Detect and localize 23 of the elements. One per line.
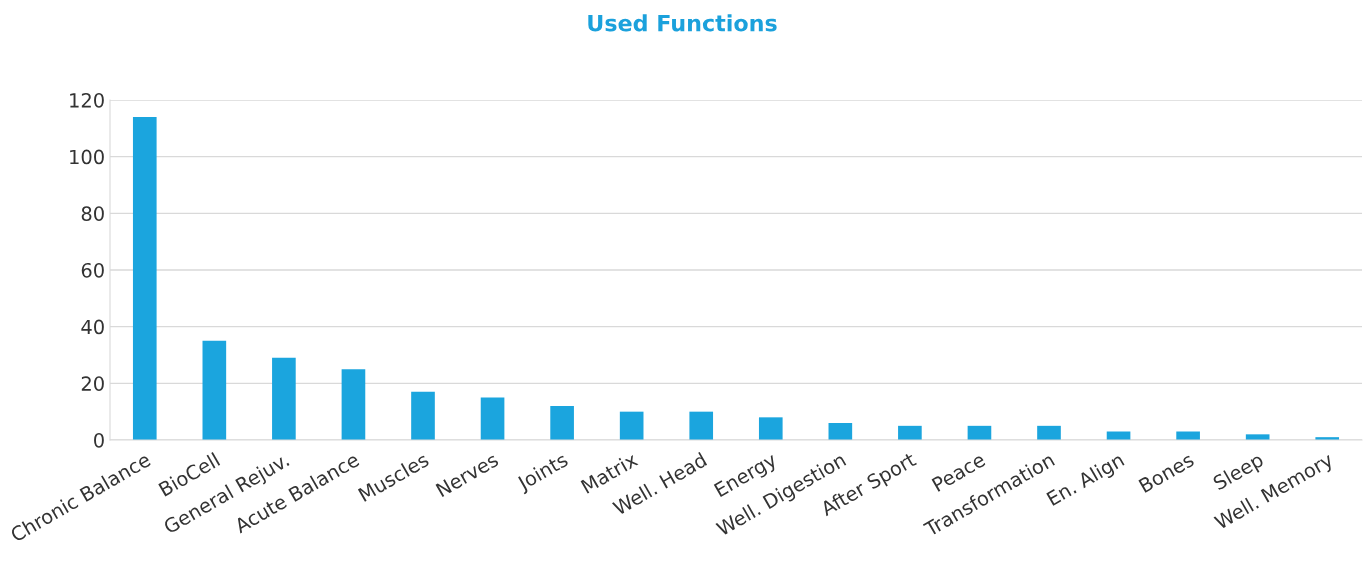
bar: [828, 423, 853, 440]
bar: [758, 417, 783, 440]
bar: [1037, 425, 1061, 440]
y-tick-label: 80: [81, 206, 104, 221]
y-tick-label: 100: [70, 149, 104, 165]
bar: [1176, 431, 1200, 440]
bar: [341, 369, 366, 440]
chart-title: Used Functions: [588, 14, 777, 32]
bar: [689, 411, 714, 440]
bar: [411, 391, 435, 440]
bar: [1106, 431, 1131, 440]
y-tick-label: 20: [81, 376, 104, 391]
y-tick-label: 0: [94, 432, 104, 448]
y-tick-label: 120: [70, 92, 104, 108]
bar: [272, 357, 296, 440]
y-tick-label: 60: [81, 262, 104, 278]
bar: [550, 406, 574, 440]
bar: [202, 340, 227, 440]
bar: [480, 397, 505, 440]
bar: [132, 117, 157, 440]
bar: [898, 425, 922, 440]
y-tick-label: 40: [81, 319, 104, 335]
bar: [619, 411, 644, 440]
